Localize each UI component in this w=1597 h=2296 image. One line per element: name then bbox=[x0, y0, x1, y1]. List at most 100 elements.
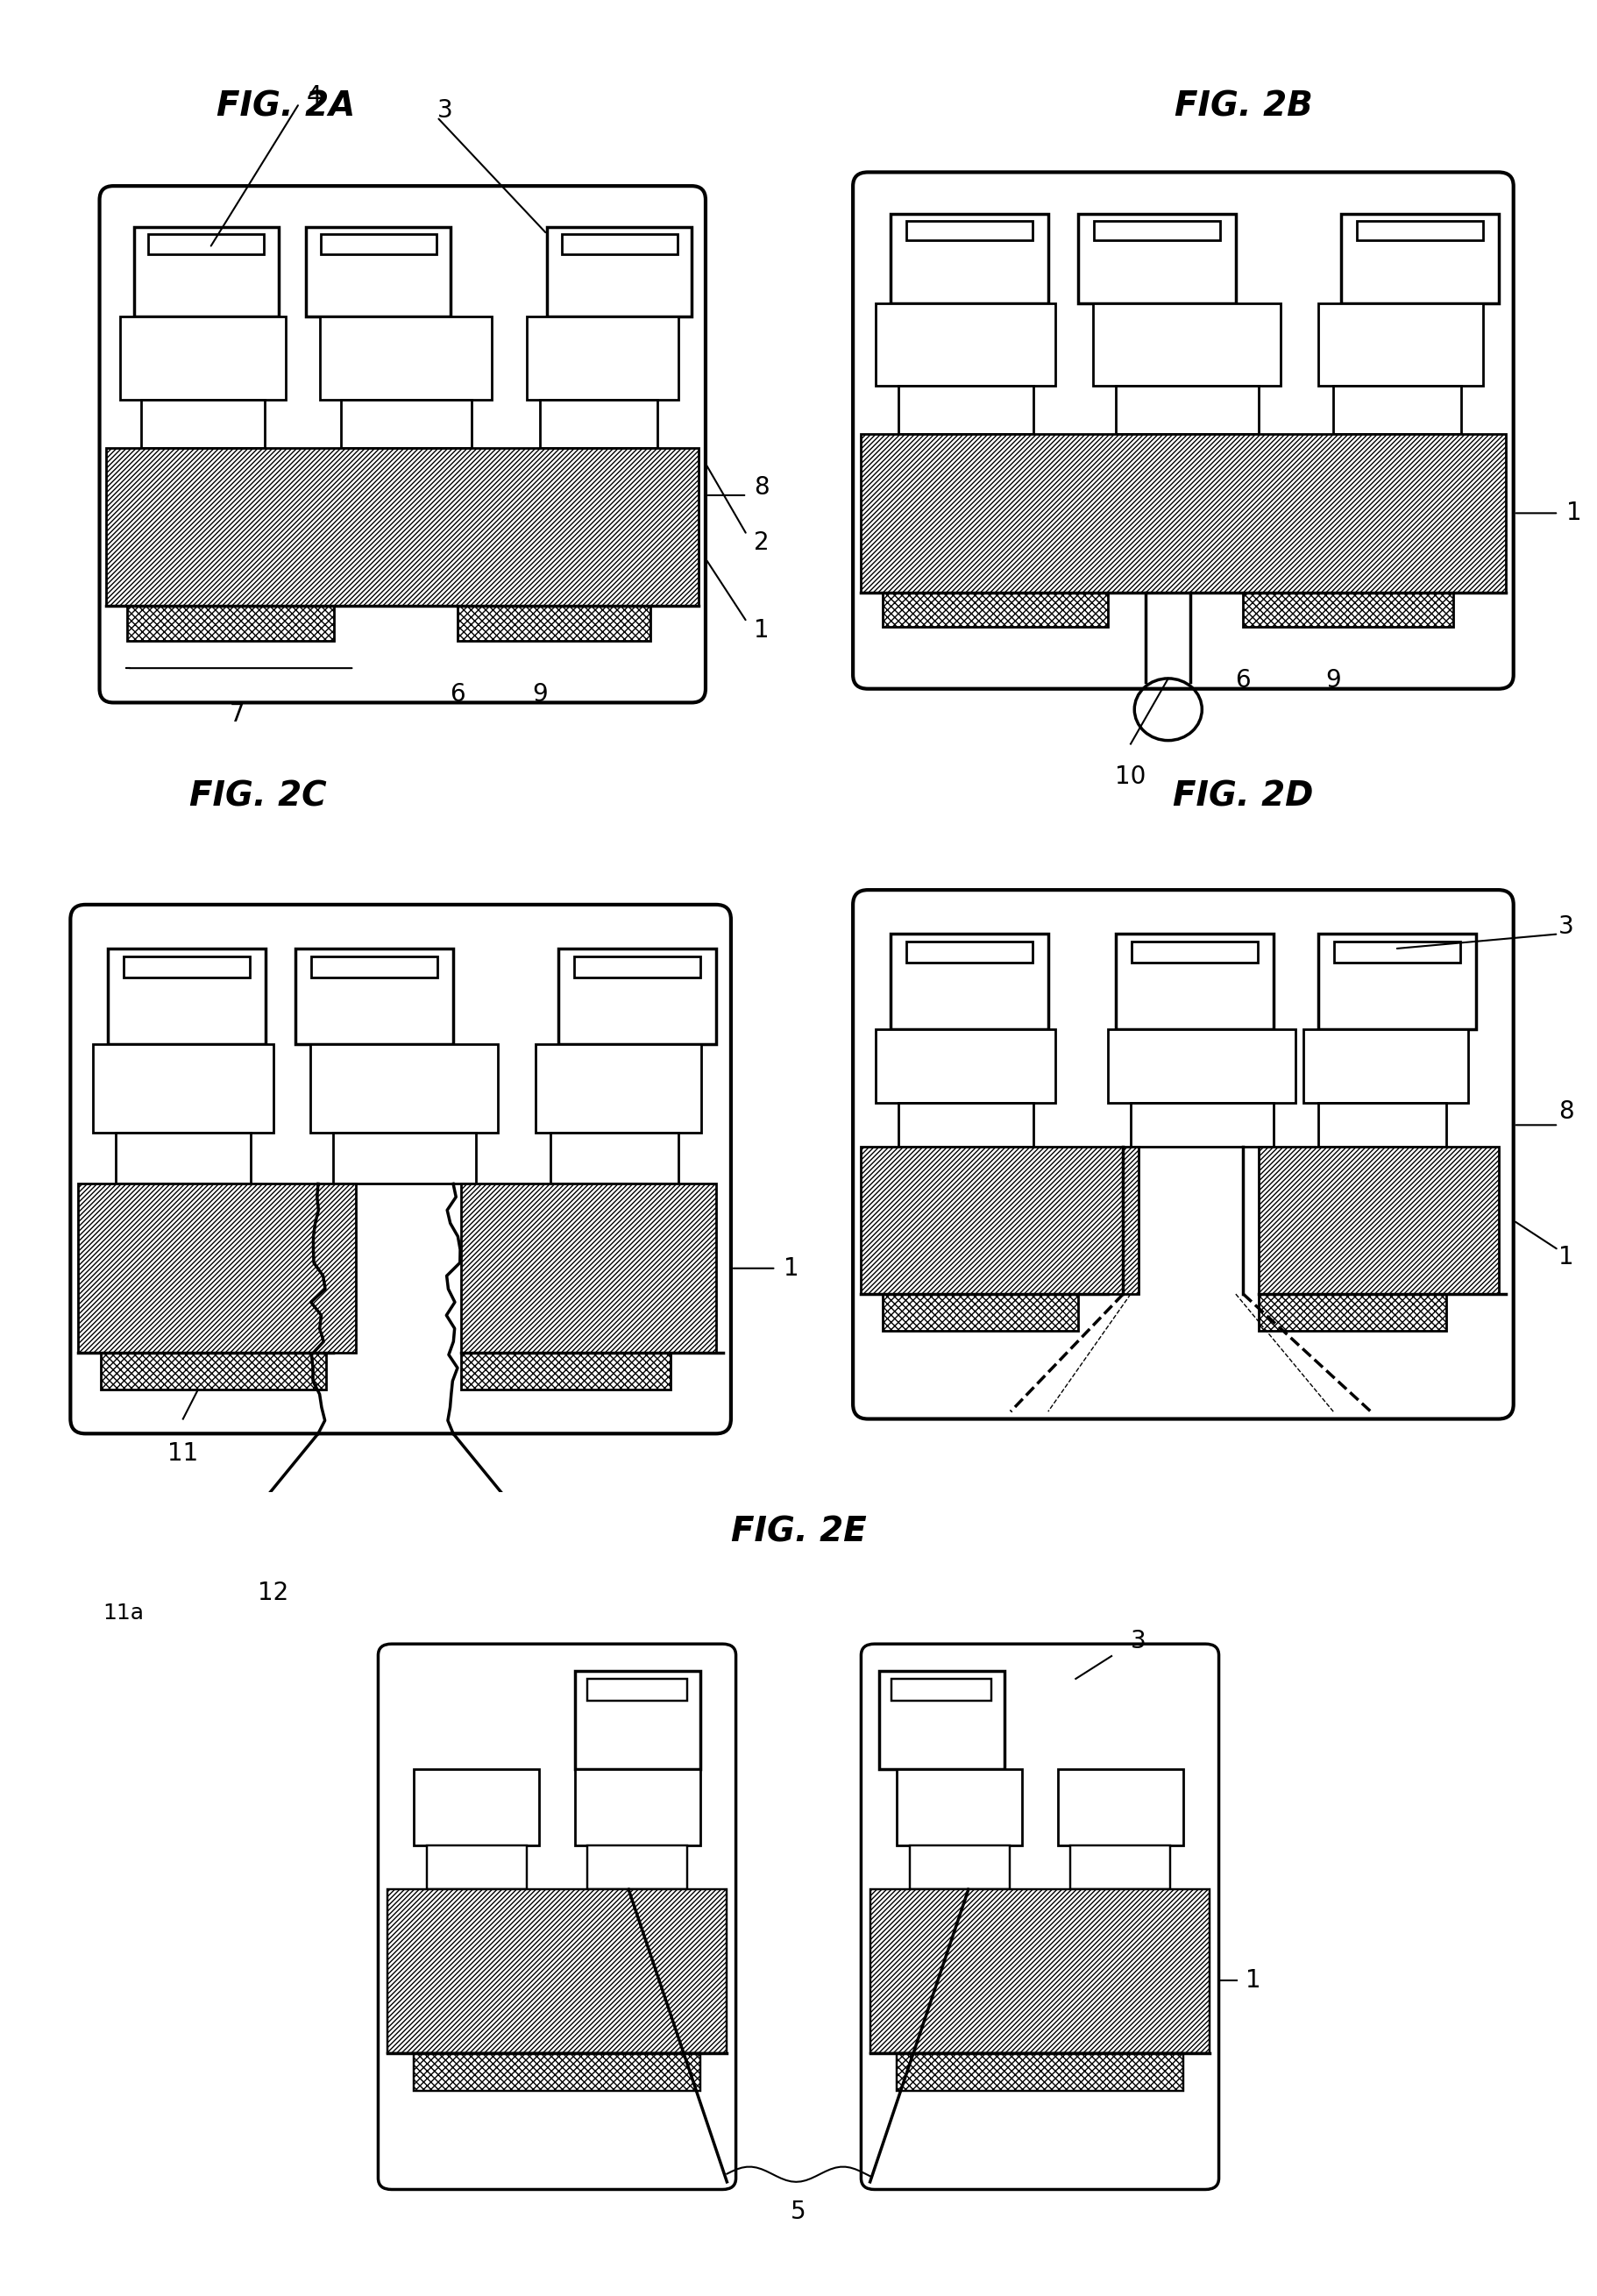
Bar bbox=[1108, 1029, 1295, 1102]
Bar bbox=[134, 227, 278, 317]
Bar bbox=[458, 606, 650, 641]
Text: 8: 8 bbox=[754, 475, 770, 501]
Bar bbox=[1116, 386, 1258, 434]
Text: 4: 4 bbox=[307, 85, 321, 108]
Text: FIG. 2D: FIG. 2D bbox=[1172, 781, 1314, 813]
Bar bbox=[909, 1846, 1009, 1890]
Text: 1: 1 bbox=[1559, 1244, 1575, 1270]
Text: 1: 1 bbox=[784, 1256, 798, 1281]
Bar bbox=[462, 1352, 671, 1389]
FancyBboxPatch shape bbox=[853, 172, 1514, 689]
Bar bbox=[875, 303, 1056, 386]
Bar bbox=[386, 1890, 727, 2053]
Bar bbox=[551, 1132, 679, 1185]
Bar bbox=[1116, 934, 1273, 1029]
Text: 3: 3 bbox=[1131, 1628, 1147, 1653]
Bar bbox=[1131, 1102, 1273, 1148]
Text: FIG. 2A: FIG. 2A bbox=[216, 90, 355, 124]
Bar bbox=[891, 934, 1048, 1029]
Text: 8: 8 bbox=[1559, 1100, 1575, 1125]
Bar bbox=[1094, 220, 1220, 241]
FancyBboxPatch shape bbox=[861, 1644, 1219, 2190]
Bar bbox=[573, 957, 699, 978]
Bar bbox=[141, 400, 265, 448]
Bar bbox=[340, 400, 471, 448]
Bar bbox=[1333, 386, 1461, 434]
Bar bbox=[870, 1890, 1211, 2053]
Bar bbox=[414, 2053, 699, 2092]
Bar bbox=[319, 317, 492, 400]
Text: 7: 7 bbox=[230, 703, 244, 728]
Bar bbox=[1341, 214, 1498, 303]
Bar bbox=[109, 948, 265, 1045]
Bar bbox=[115, 1132, 251, 1185]
Bar bbox=[1244, 592, 1453, 627]
Bar bbox=[149, 234, 264, 255]
Bar bbox=[78, 1185, 356, 1352]
Bar bbox=[307, 227, 450, 317]
Bar bbox=[898, 386, 1033, 434]
Text: 1: 1 bbox=[1567, 501, 1581, 526]
Bar bbox=[426, 1846, 527, 1890]
Bar bbox=[588, 1678, 688, 1701]
Bar bbox=[588, 1846, 688, 1890]
Text: 6: 6 bbox=[1236, 668, 1250, 693]
Bar bbox=[93, 1045, 273, 1132]
Bar bbox=[559, 948, 715, 1045]
Text: FIG. 2C: FIG. 2C bbox=[190, 781, 327, 813]
Bar bbox=[462, 1185, 715, 1352]
FancyBboxPatch shape bbox=[853, 891, 1514, 1419]
Bar bbox=[898, 2053, 1183, 2092]
Text: 1: 1 bbox=[754, 618, 770, 643]
Text: 2: 2 bbox=[754, 530, 770, 556]
Text: 3: 3 bbox=[1559, 914, 1575, 939]
Bar bbox=[1319, 934, 1476, 1029]
Bar bbox=[548, 227, 692, 317]
Text: 1: 1 bbox=[1246, 1968, 1262, 1993]
Text: 9: 9 bbox=[532, 682, 548, 707]
Bar bbox=[1333, 941, 1460, 962]
Text: 3: 3 bbox=[438, 99, 452, 122]
Bar bbox=[414, 1770, 540, 1846]
Bar bbox=[1319, 1102, 1445, 1148]
Text: FIG. 2B: FIG. 2B bbox=[1174, 90, 1313, 124]
Bar bbox=[861, 1148, 1139, 1295]
Text: 11a: 11a bbox=[102, 1603, 144, 1623]
Bar bbox=[527, 317, 679, 400]
Bar bbox=[875, 1029, 1056, 1102]
Bar bbox=[1258, 1148, 1498, 1295]
Bar bbox=[123, 957, 249, 978]
Bar bbox=[540, 400, 658, 448]
Bar bbox=[898, 1770, 1022, 1846]
Bar bbox=[905, 220, 1032, 241]
Bar bbox=[883, 592, 1108, 627]
Text: 5: 5 bbox=[791, 2200, 806, 2225]
Bar bbox=[1303, 1029, 1469, 1102]
Bar bbox=[1070, 1846, 1171, 1890]
Bar bbox=[295, 948, 454, 1045]
Bar bbox=[898, 1102, 1033, 1148]
Bar bbox=[310, 1045, 498, 1132]
Bar bbox=[1258, 1295, 1445, 1332]
Bar bbox=[311, 957, 438, 978]
Text: FIG. 2E: FIG. 2E bbox=[731, 1515, 866, 1548]
Bar bbox=[878, 1671, 1005, 1770]
FancyBboxPatch shape bbox=[378, 1644, 736, 2190]
Text: 11: 11 bbox=[168, 1442, 198, 1465]
Bar bbox=[905, 941, 1032, 962]
Bar bbox=[891, 1678, 992, 1701]
Bar bbox=[575, 1770, 699, 1846]
Bar bbox=[883, 1295, 1078, 1332]
Bar bbox=[1319, 303, 1484, 386]
Bar bbox=[107, 448, 698, 606]
Bar bbox=[1078, 214, 1236, 303]
Bar bbox=[101, 1352, 326, 1389]
Text: 10: 10 bbox=[1115, 765, 1147, 790]
Bar bbox=[1094, 303, 1281, 386]
Text: 12: 12 bbox=[257, 1580, 289, 1605]
FancyBboxPatch shape bbox=[70, 905, 731, 1433]
Bar bbox=[1356, 220, 1482, 241]
Bar bbox=[1131, 941, 1257, 962]
Text: 9: 9 bbox=[1326, 668, 1341, 693]
Bar bbox=[321, 234, 436, 255]
